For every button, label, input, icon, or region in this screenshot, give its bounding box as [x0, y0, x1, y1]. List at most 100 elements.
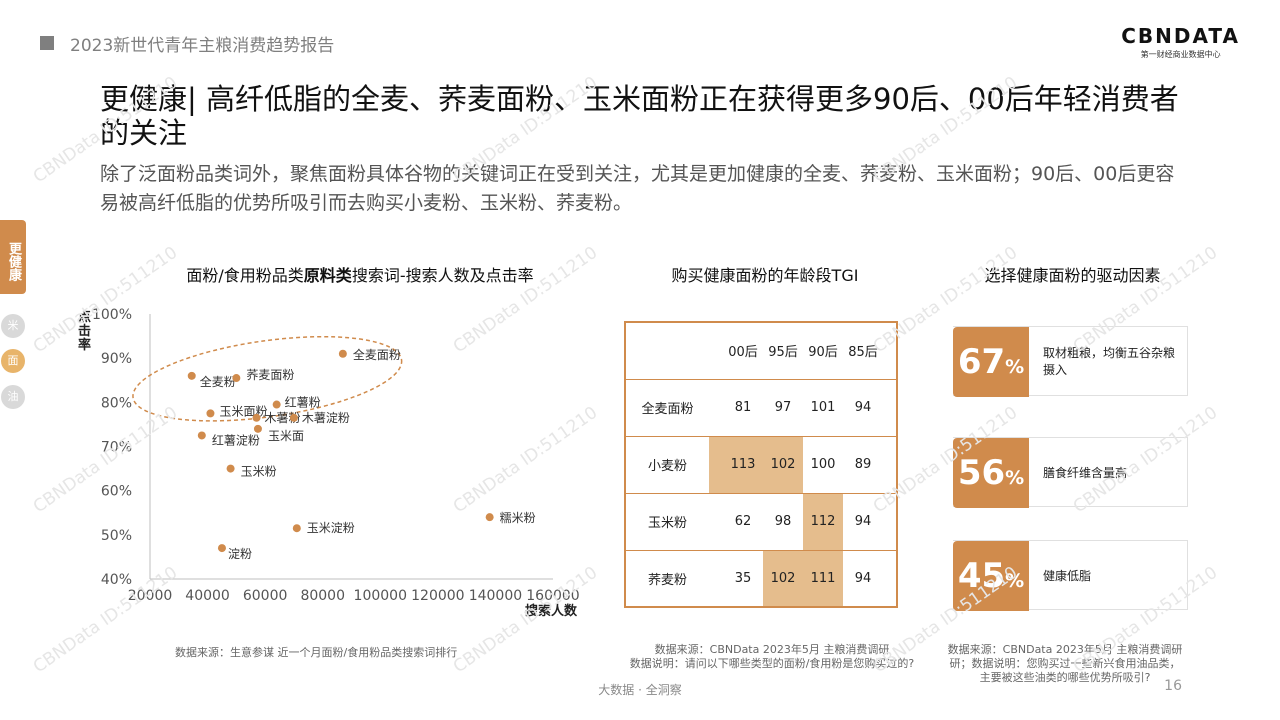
slide-subtitle: 除了泛面粉品类词外，聚焦面粉具体谷物的关键词正在受到关注，尤其是更加健康的全麦、… — [100, 163, 1175, 214]
scatter-point-label: 木薯粉 — [265, 411, 301, 425]
tgi-row-label: 荞麦粉 — [625, 550, 709, 608]
factor-percent: 45% — [953, 541, 1029, 611]
scatter-point-label: 全麦面粉 — [353, 347, 401, 362]
x-tick-label: 20000 — [128, 588, 173, 604]
scatter-point — [187, 371, 196, 380]
logo-sub: 第一财经商业数据中心 — [1140, 50, 1221, 59]
scatter-point — [292, 524, 301, 533]
tgi-cell: 100 — [803, 436, 843, 494]
table-row: 玉米粉 62 98 112 94 — [625, 493, 897, 551]
scatter-point-label: 淀粉 — [228, 547, 252, 561]
scatter-source: 数据来源：生意参谋 近一个月面粉/食用粉品类搜索词排行 — [175, 646, 458, 659]
factor-percent: 56% — [953, 438, 1029, 508]
scatter-point-label: 玉米淀粉 — [307, 521, 355, 535]
side-nav-active[interactable]: 更健康 — [0, 220, 26, 294]
scatter-point-label: 玉米粉 — [241, 465, 277, 479]
y-tick-label: 60% — [101, 484, 132, 500]
tgi-source: 数据来源：CBNData 2023年5月 主粮消费调研 数据说明：请问以下哪些类… — [612, 643, 932, 671]
tgi-cell-highlight: 102 — [763, 550, 803, 608]
tgi-row-label: 小麦粉 — [625, 436, 709, 494]
tgi-col-header: 90后 — [803, 322, 843, 380]
tgi-row-label: 玉米粉 — [625, 493, 709, 551]
x-tick-label: 60000 — [243, 588, 288, 604]
slide-title: 更健康| 高纤低脂的全麦、荞麦面粉、玉米面粉正在获得更多90后、00后年轻消费者… — [100, 82, 1179, 150]
factor-label: 膳食纤维含量高 — [1043, 465, 1128, 480]
tgi-col-header: 00后 — [723, 322, 763, 380]
side-nav-item-oil[interactable]: 油 — [1, 385, 25, 409]
x-axis-label: 搜索人数 — [525, 603, 578, 619]
y-tick-label: 70% — [101, 440, 132, 456]
footer-tagline: 大数据 · 全洞察 — [598, 683, 682, 697]
factors-source-line: 数据来源：CBNData 2023年5月 主粮消费调研 — [947, 643, 1183, 656]
tgi-title: 购买健康面粉的年龄段TGI — [671, 266, 859, 285]
scatter-point — [252, 413, 261, 422]
x-tick-label: 140000 — [469, 588, 522, 604]
side-nav-item-rice[interactable]: 米 — [1, 314, 25, 338]
tgi-cell-highlight: 112 — [803, 493, 843, 551]
factor-unit: % — [1005, 467, 1025, 489]
tgi-cell: 94 — [843, 550, 883, 608]
factors-source-line: 研；数据说明：您购买过一些新兴食用油品类， — [949, 657, 1181, 670]
y-axis-label: 点击率 — [78, 309, 91, 353]
x-tick-label: 160000 — [526, 588, 579, 604]
scatter-point — [338, 349, 347, 358]
scatter-point-label: 糯米粉 — [500, 511, 536, 525]
x-tick-label: 100000 — [354, 588, 407, 604]
y-tick-label: 40% — [101, 572, 132, 588]
side-nav-item-noodle[interactable]: 面 — [1, 349, 25, 373]
factor-unit: % — [1005, 356, 1025, 378]
scatter-point — [217, 544, 226, 553]
x-tick-label: 40000 — [185, 588, 230, 604]
table-row: 荞麦粉 35 102 111 94 — [625, 550, 897, 608]
scatter-point-label: 玉米面粉 — [219, 404, 267, 418]
logo-main: CBNDATA — [1121, 24, 1240, 48]
scatter-title-bold: 原料类 — [303, 266, 352, 285]
tgi-cell-highlight: 111 — [803, 550, 843, 608]
tgi-col-header: 95后 — [763, 322, 803, 380]
y-tick-label: 50% — [101, 528, 132, 544]
scatter-point — [289, 413, 298, 422]
tgi-cell: 98 — [763, 493, 803, 551]
scatter-point-label: 全麦粉 — [200, 374, 236, 389]
scatter-point — [206, 409, 215, 418]
scatter-point-label: 红薯淀粉 — [212, 432, 260, 447]
tgi-cell-highlight: 102 — [763, 436, 803, 494]
factors-source-line: 主要被这些油类的哪些优势所吸引? — [979, 671, 1151, 684]
tgi-cell: 97 — [763, 379, 803, 437]
table-row: 全麦面粉 81 97 101 94 — [625, 379, 897, 437]
tgi-cell-highlight: 113 — [723, 436, 763, 494]
table-row: 小麦粉 113 102 100 89 — [625, 436, 897, 494]
tgi-cell: 89 — [843, 436, 883, 494]
scatter-point-label: 红薯粉 — [285, 395, 321, 410]
page-number: 16 — [1164, 678, 1182, 694]
factor-label: 取材粗粮，均衡五谷杂粮摄入 — [1043, 346, 1176, 377]
factor-unit: % — [1005, 570, 1025, 592]
scatter-point — [226, 464, 235, 473]
factor-value: 56 — [957, 453, 1006, 493]
factor-value: 45 — [957, 556, 1006, 596]
tgi-cell: 94 — [843, 379, 883, 437]
tgi-cell: 62 — [723, 493, 763, 551]
tgi-col-header: 85后 — [843, 322, 883, 380]
tgi-cell: 94 — [843, 493, 883, 551]
tgi-cell: 81 — [723, 379, 763, 437]
tgi-header-row: 00后 95后 90后 85后 — [625, 322, 897, 380]
x-tick-label: 80000 — [300, 588, 345, 604]
scatter-point — [272, 400, 281, 409]
report-title: 2023新世代青年主粮消费趋势报告 — [70, 36, 335, 56]
scatter-point-label: 荞麦面粉 — [246, 368, 294, 382]
factor-percent: 67% — [953, 327, 1029, 397]
scatter-point-label: 木薯淀粉 — [302, 411, 350, 425]
header-square — [40, 36, 54, 50]
factors-source: 数据来源：CBNData 2023年5月 主粮消费调研 研；数据说明：您购买过一… — [935, 643, 1195, 685]
scatter-point — [232, 374, 241, 383]
factor-card: 56% 膳食纤维含量高 — [953, 437, 1188, 508]
scatter-point-label: 玉米面 — [268, 429, 304, 443]
tgi-cell: 101 — [803, 379, 843, 437]
x-tick-label: 120000 — [411, 588, 464, 604]
y-tick-label: 90% — [101, 351, 132, 367]
tgi-source-line: 数据说明：请问以下哪些类型的面粉/食用粉是您购买过的? — [629, 657, 915, 670]
tgi-cell: 35 — [723, 550, 763, 608]
scatter-point — [253, 424, 262, 433]
factor-label: 健康低脂 — [1043, 568, 1092, 583]
